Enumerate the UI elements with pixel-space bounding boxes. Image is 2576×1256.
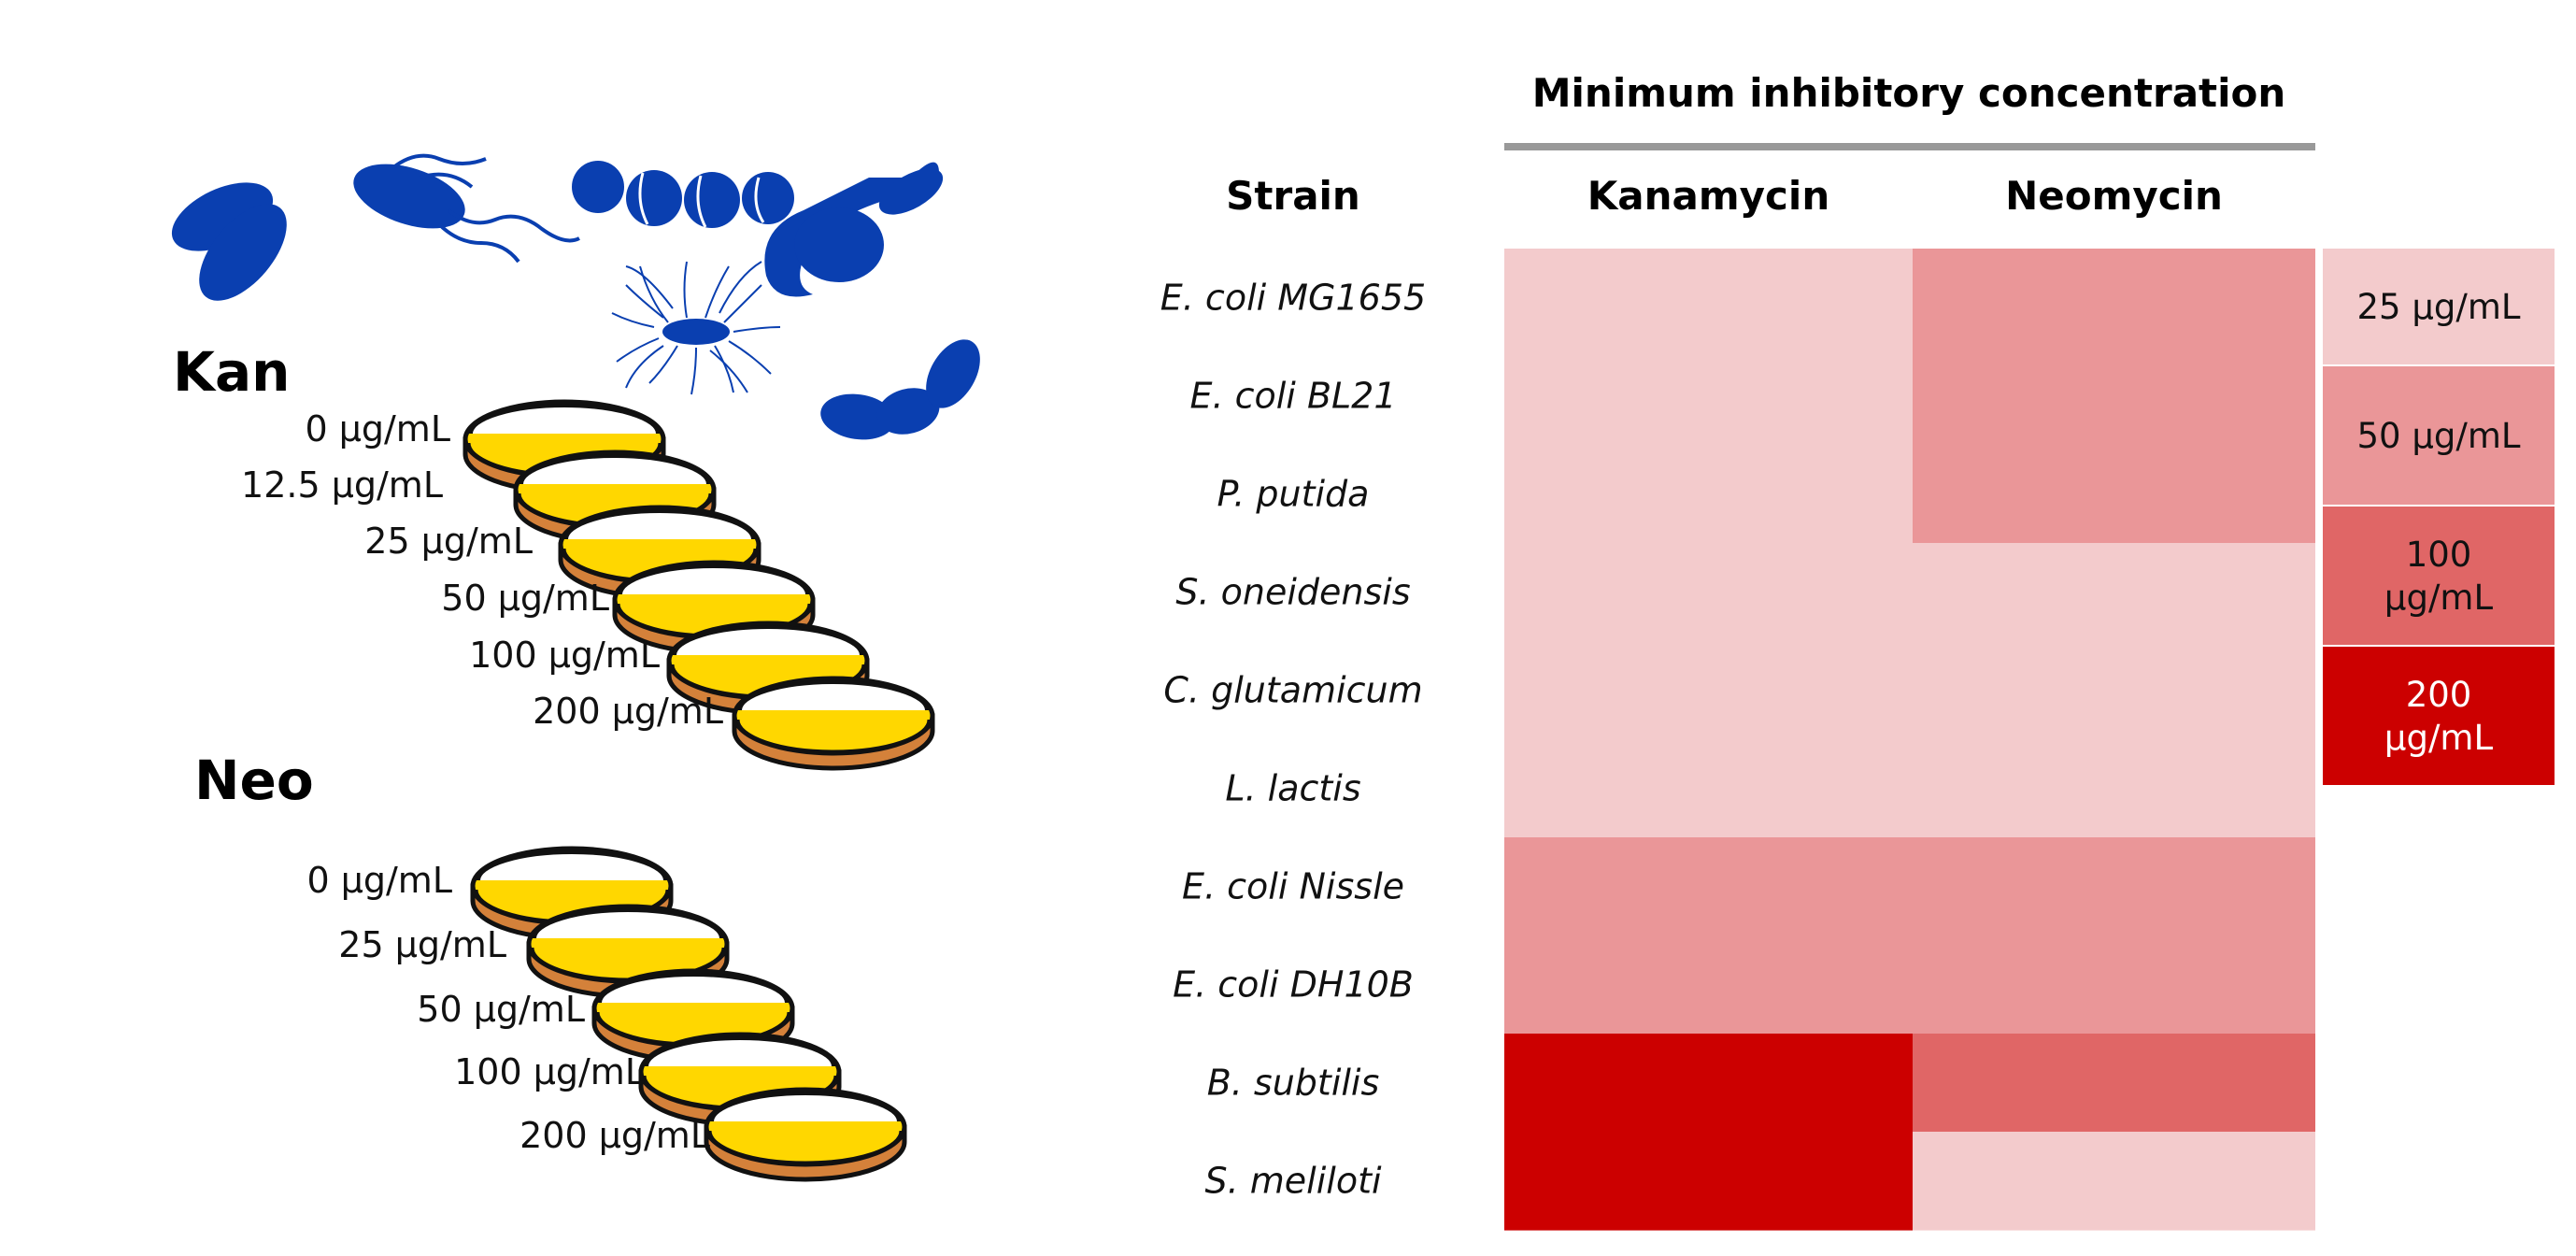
strain-label: E. coli Nissle xyxy=(1182,866,1404,907)
bacterium-rods-icon xyxy=(171,182,287,301)
strain-label: E. coli BL21 xyxy=(1189,376,1396,417)
heatmap-cell xyxy=(1504,543,1913,642)
legend-swatch xyxy=(2323,366,2555,505)
neo-group-label: Neo xyxy=(194,749,314,812)
legend-label: 200 xyxy=(2406,675,2472,715)
antibiotic-column-headers: Kanamycin Neomycin xyxy=(1587,173,2223,219)
bacterium-fimbriated-icon xyxy=(611,261,781,395)
kan-concentration-label: 50 µg/mL xyxy=(441,578,609,619)
heatmap-cell xyxy=(1504,837,1913,936)
strain-label: C. glutamicum xyxy=(1163,670,1422,711)
legend-swatch xyxy=(2323,647,2555,785)
kan-group-label: Kan xyxy=(173,340,290,404)
neo-plate-icon xyxy=(591,968,795,1063)
heatmap-cell xyxy=(1913,1132,2315,1231)
bacterium-curved-rod-icon xyxy=(764,162,944,297)
heatmap-cell xyxy=(1913,641,2315,740)
strain-label: S. oneidensis xyxy=(1175,572,1410,613)
strain-label: L. lactis xyxy=(1225,768,1360,809)
heatmap-cell xyxy=(1913,1034,2315,1133)
kan-concentration-label: 100 µg/mL xyxy=(469,635,660,676)
heatmap-cell xyxy=(1504,739,1913,838)
kan-concentration-label: 0 µg/mL xyxy=(305,408,450,450)
heatmap-cell xyxy=(1913,543,2315,642)
heatmap-cell xyxy=(1913,249,2315,348)
neo-plate-series: 0 µg/mL 25 µg/mL 50 µg/mL 100 µg/mL 200 µg/m… xyxy=(306,846,907,1182)
kan-concentration-label: 200 µg/mL xyxy=(533,691,723,732)
neo-concentration-label: 25 µg/mL xyxy=(338,924,506,965)
heatmap-cell xyxy=(1913,837,2315,936)
legend-swatch xyxy=(2323,249,2555,364)
kan-concentration-label: 12.5 µg/mL xyxy=(241,464,443,506)
bacterium-cocci-chain-icon xyxy=(572,161,794,228)
strain-labels: E. coli MG1655 E. coli BL21 P. putida S. on… xyxy=(1160,278,1426,1202)
heatmap-cell xyxy=(1913,445,2315,544)
table-title: Minimum inhibitory concentration xyxy=(1532,70,2286,116)
bacterium-chain-icon xyxy=(820,339,980,440)
bacteria-illustrations xyxy=(171,153,980,440)
heatmap-cell xyxy=(1913,935,2315,1035)
kan-plate-icon xyxy=(732,676,935,771)
heatmap-cell xyxy=(1504,935,1913,1035)
strain-column-header: Strain xyxy=(1226,173,1360,219)
kan-concentration-label: 25 µg/mL xyxy=(364,521,533,562)
legend-label: 100 xyxy=(2406,535,2472,575)
kan-plate-series: 0 µg/mL 12.5 µg/mL 25 µg/mL 50 µg/mL 100 µg/… xyxy=(241,399,935,771)
legend-label: µg/mL xyxy=(2384,718,2494,758)
heatmap-cell xyxy=(1504,347,1913,446)
kan-plate-icon xyxy=(612,560,816,655)
heatmap-cell xyxy=(1504,1132,1913,1231)
column-header-kanamycin: Kanamycin xyxy=(1587,173,1829,219)
neo-concentration-label: 0 µg/mL xyxy=(306,860,452,901)
mic-heatmap xyxy=(1504,249,2315,1231)
legend-label: 50 µg/mL xyxy=(2357,416,2521,456)
heatmap-cell xyxy=(1504,249,1913,348)
column-header-neomycin: Neomycin xyxy=(2005,173,2223,219)
legend-swatch xyxy=(2323,507,2555,645)
strain-label: P. putida xyxy=(1217,474,1370,515)
strain-label: B. subtilis xyxy=(1207,1063,1380,1104)
legend-label: µg/mL xyxy=(2384,578,2494,618)
heatmap-cell xyxy=(1913,347,2315,446)
neo-concentration-label: 100 µg/mL xyxy=(454,1051,645,1092)
heatmap-cell xyxy=(1504,641,1913,740)
bacterium-flagellated-icon xyxy=(353,153,580,264)
heatmap-cell xyxy=(1913,739,2315,838)
heatmap-cell xyxy=(1504,445,1913,544)
strain-label: E. coli DH10B xyxy=(1173,964,1414,1006)
legend-label: 25 µg/mL xyxy=(2357,287,2521,327)
strain-label: E. coli MG1655 xyxy=(1160,278,1426,319)
neo-concentration-label: 200 µg/mL xyxy=(519,1115,710,1156)
neo-plate-icon xyxy=(704,1087,907,1182)
strain-label: S. meliloti xyxy=(1204,1161,1381,1202)
heatmap-cell xyxy=(1504,1034,1913,1133)
neo-concentration-label: 50 µg/mL xyxy=(417,989,585,1030)
